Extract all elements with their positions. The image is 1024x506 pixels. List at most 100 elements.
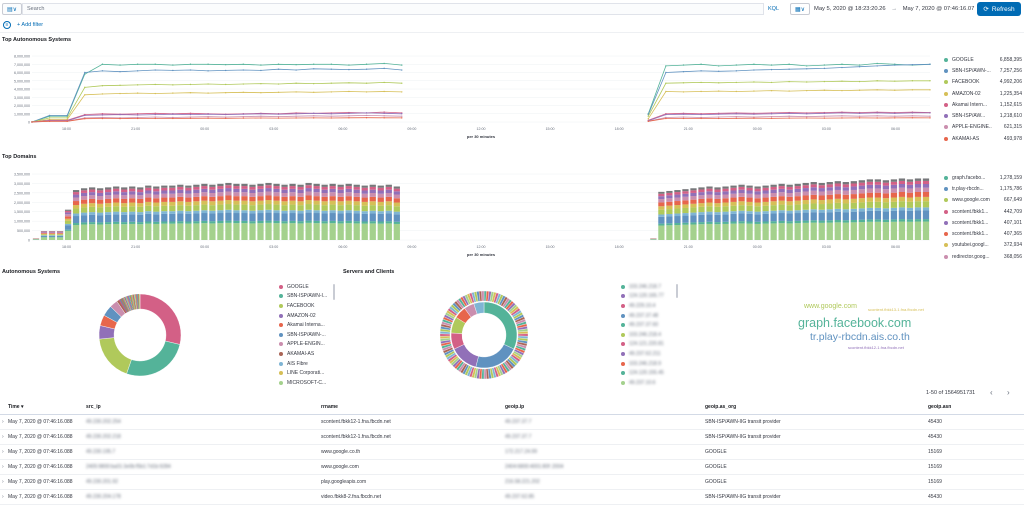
filter-options-icon[interactable]: ≡ [3,21,11,29]
bar-segment [826,184,833,188]
legend-item[interactable]: 124.120.155.45 [621,368,675,378]
legend-item[interactable]: Akamai Intern... 1,152,615 [944,99,1022,110]
legend-item[interactable]: AKAMAI-AS [279,349,333,359]
legend-item[interactable]: scontent.fbkk1... 407,101 [944,217,1022,228]
bar-segment [321,213,328,222]
legend-item[interactable]: SBN-ISP/AWN-I... [279,292,333,302]
legend-item[interactable]: APPLE-ENGIN... [279,340,333,350]
bar-segment [48,233,56,235]
expand-row-icon[interactable]: › [0,474,8,490]
add-filter-button[interactable]: + Add filter [17,22,44,28]
bar-segment [834,194,841,199]
table-row[interactable]: › May 7, 2020 @ 07:46:16.088 2405:9800:ba0… [0,459,1024,475]
date-range[interactable]: May 5, 2020 @ 18:23:20.26 → May 7, 2020 … [814,4,974,14]
bar-segment [105,198,112,204]
table-row[interactable]: › May 7, 2020 @ 07:46:16.088 49.230.201.92… [0,474,1024,490]
as-donut-chart[interactable] [95,290,185,380]
legend-item[interactable]: FACEBOOK [279,301,333,311]
data-point [718,117,720,120]
col-header-geoip-ip[interactable]: geoip.ip [505,400,705,415]
col-header-asn[interactable]: geoip.asn [928,400,1024,415]
bar-segment [153,214,160,222]
legend-item[interactable]: youtubei.googl... 372,934 [944,240,1022,251]
servers-clients-donut-chart[interactable] [438,289,530,381]
legend-item[interactable]: APPLE-ENGINE... 621,315 [944,122,1022,133]
query-language-toggle[interactable]: KQL [768,6,780,12]
tag-word[interactable]: tr.play-rbcdn.ais.co.th [810,331,910,343]
legend-item[interactable]: MICROSOFT-C... [279,378,333,388]
legend-item[interactable]: 103.246.218.9 [621,359,675,369]
expand-row-icon[interactable]: › [0,489,8,505]
legend-item[interactable]: SBN-ISP/AWN-... 7,257,256 [944,65,1022,76]
legend-item[interactable]: AKAMAI-AS 493,978 [944,133,1022,144]
bar-segment [730,211,737,214]
date-end[interactable]: May 7, 2020 @ 07:46:16.07 [902,6,975,12]
legend-item[interactable]: tr.play-rbcdn... 1,175,786 [944,183,1022,194]
table-row[interactable]: › May 7, 2020 @ 07:46:16.088 49.230.204.17… [0,489,1024,505]
table-row[interactable]: › May 7, 2020 @ 07:46:16.088 49.230.202.25… [0,414,1024,430]
expand-row-icon[interactable]: › [0,429,8,445]
tag-word[interactable]: www.google.com [804,303,857,310]
col-header-rrname[interactable]: rrname [321,400,505,415]
legend-item[interactable]: GOOGLE [279,282,333,292]
bar-segment [281,184,288,187]
legend-item[interactable]: LINE Corporati... [279,368,333,378]
legend-item[interactable]: Akamai Interna... [279,320,333,330]
saved-query-button[interactable]: ▤∨ [2,3,22,15]
expand-row-icon[interactable]: › [0,444,8,460]
expand-row-icon[interactable]: › [0,414,8,430]
legend-item[interactable]: redirector.goog... 368,056 [944,251,1022,262]
table-row[interactable]: › May 7, 2020 @ 07:46:16.088 49.230.195.7 w… [0,444,1024,460]
top-domains-bar-chart[interactable]: 0 500,000 1,000,000 1,500,000 2,000,000 2,500… [0,168,935,264]
table-row[interactable]: › May 7, 2020 @ 07:46:16.088 49.230.202.21… [0,429,1024,445]
legend-item[interactable]: 124.121.220.81 [621,340,675,350]
bar-segment [706,202,713,207]
expand-row-icon[interactable]: › [0,459,8,475]
legend-item[interactable]: AMAZON-02 [279,311,333,321]
date-quick-menu-button[interactable]: ▦∨ [790,3,810,15]
col-header-as-org[interactable]: geoip.as_org [705,400,928,415]
legend-item[interactable]: 103.246.218.7 [621,282,675,292]
legend-item[interactable]: 49.237.37.48 [621,311,675,321]
next-page-icon[interactable]: › [1007,388,1010,397]
as-legend-scrollbar[interactable] [333,284,335,300]
search-input[interactable]: Search [22,3,764,15]
servers-clients-legend-scrollbar[interactable] [676,284,678,298]
legend-item[interactable]: SBN-ISP/AWN-... [279,330,333,340]
legend-item[interactable]: FACEBOOK 4,992,206 [944,77,1022,88]
bar-segment [722,214,729,222]
refresh-button[interactable]: ⟳ Refresh [977,2,1021,16]
bar-segment [225,188,232,192]
bar-segment [313,210,320,214]
legend-item[interactable]: GOOGLE 6,858,395 [944,54,1022,65]
legend-item[interactable]: 49.237.10.6 [621,378,675,388]
legend-item[interactable]: www.google.com 667,649 [944,195,1022,206]
x-tick-label: 00:00 [200,127,209,131]
legend-item[interactable]: 49.237.62.211 [621,349,675,359]
bar-segment [770,205,777,211]
bar-segment [289,186,296,189]
bar-segment [826,209,833,213]
tag-word[interactable]: scontent.fbkk13-1.fna.fbcdn.net [868,307,924,312]
date-start[interactable]: May 5, 2020 @ 18:23:20.26 [814,6,886,12]
legend-item[interactable]: scontent.fbkk1... 442,709 [944,206,1022,217]
legend-item[interactable]: 49.237.37.60 [621,320,675,330]
col-header-time[interactable]: Time ▾ [8,400,86,415]
legend-item[interactable]: 124.120.165.77 [621,292,675,302]
legend-item[interactable]: scontent.fbkk1... 407,365 [944,228,1022,239]
bar-segment [121,203,128,207]
x-axis-label: per 30 minutes [467,134,496,139]
legend-item[interactable]: SBN-ISP/AW... 1,218,610 [944,110,1022,121]
legend-item[interactable]: 49.229.10.4 [621,301,675,311]
legend-item[interactable]: 103.246.218.4 [621,330,675,340]
bar-segment [137,222,144,225]
top-as-line-chart[interactable]: 0 1,000,000 2,000,000 3,000,000 4,000,000 5,0… [0,50,935,146]
legend-item[interactable]: graph.facebo... 1,278,159 [944,172,1022,183]
tag-word[interactable]: graph.facebook.com [798,316,912,330]
col-header-src-ip[interactable]: src_ip [86,400,321,415]
sort-desc-icon[interactable]: ▾ [20,403,24,410]
legend-item[interactable]: AIS Fibre [279,359,333,369]
tag-word[interactable]: scontent.fbkk12-1.fna.fbcdn.net [848,345,904,350]
legend-item[interactable]: AMAZON-02 1,225,354 [944,88,1022,99]
prev-page-icon[interactable]: ‹ [990,388,993,397]
